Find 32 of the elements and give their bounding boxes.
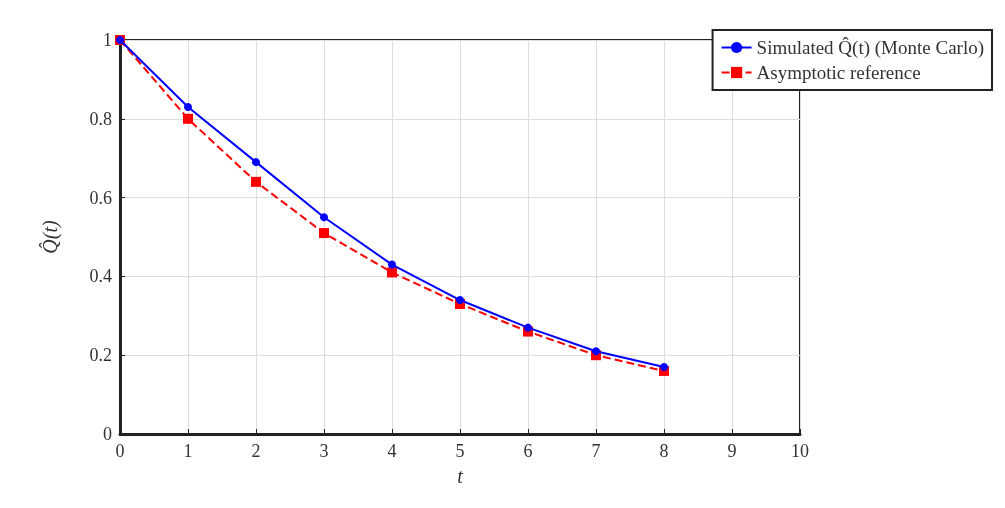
y-axis-title: Q̂(t) [38,220,62,254]
x-tick-label: 10 [791,441,809,461]
point [251,176,261,187]
y-tick-label: 0.2 [89,345,112,366]
x-tick-label: 8 [659,441,669,461]
x-tick-label: 5 [455,441,465,461]
legend-label: Asymptotic reference [756,62,921,83]
point [387,267,397,278]
point [252,158,260,167]
y-tick-label: 0.4 [89,266,112,287]
point [592,347,600,356]
x-tick-label: 9 [727,441,737,461]
x-tick-label: 4 [387,441,397,461]
y-tick-label: 0.6 [89,187,112,208]
point [388,260,396,269]
point [456,296,464,305]
y-tick-label: 0.8 [89,108,112,129]
point [319,228,329,239]
point [184,102,192,111]
y-tick-label: 0 [103,424,112,444]
x-tick-label: 3 [319,441,329,461]
y-tick-label: 1 [103,30,112,50]
x-tick-label: 1 [183,441,193,461]
x-tick-label: 2 [251,441,261,461]
x-tick-label: 6 [523,441,533,461]
point [183,113,193,124]
legend-label: Simulated Q̂(t) (Monte Carlo) [756,37,985,59]
point [524,323,532,332]
point [660,363,668,372]
x-axis-title: t [457,465,464,487]
x-tick-label: 7 [591,441,601,461]
point [320,213,328,222]
